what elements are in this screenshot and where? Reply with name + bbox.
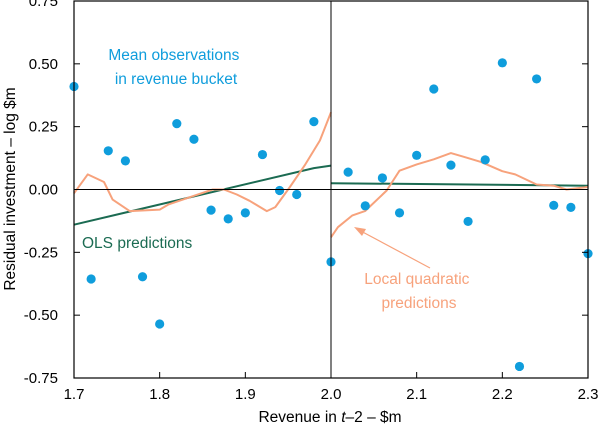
local-quadratic-line [330, 152, 589, 238]
x-tick-label: 1.8 [149, 386, 170, 403]
data-point [343, 167, 353, 177]
data-point [429, 84, 439, 94]
data-point [360, 201, 370, 211]
ols-annotation: OLS predictions [82, 235, 193, 252]
y-tick-label: -0.25 [24, 244, 58, 261]
x-tick-label: 2.3 [578, 386, 599, 403]
x-tick-label: 2.0 [321, 386, 342, 403]
x-tick-label: 2.1 [406, 386, 427, 403]
annotation-arrow [354, 227, 431, 269]
data-point [257, 149, 268, 160]
data-point [275, 185, 285, 196]
local-quadratic-annotation: Local quadratic predictions [364, 271, 473, 312]
data-point [189, 134, 199, 144]
y-axis-label: Residual investment – log $m [2, 87, 19, 290]
data-point [566, 202, 576, 212]
data-point [514, 361, 525, 372]
data-point [86, 274, 96, 284]
data-point [137, 272, 148, 282]
data-point [206, 205, 216, 215]
data-point [172, 119, 182, 129]
data-point [532, 74, 542, 84]
y-tick-label: 0.25 [29, 119, 58, 136]
local-quadratic-line [73, 111, 332, 213]
data-point [103, 146, 113, 156]
data-point [223, 214, 233, 224]
y-tick-label: 0.50 [29, 56, 58, 73]
x-tick-label: 2.2 [492, 386, 513, 403]
y-tick-label: 0.75 [29, 0, 58, 10]
data-point [480, 155, 490, 165]
data-point [120, 156, 130, 166]
y-tick-label: 0.00 [29, 182, 58, 199]
data-point [394, 208, 405, 218]
data-point [292, 189, 302, 200]
x-tick-label: 1.7 [64, 386, 85, 403]
data-point [240, 208, 250, 218]
data-point [446, 160, 456, 170]
x-tick-label: 1.9 [235, 386, 256, 403]
points-annotation: Mean observations in revenue bucket [108, 47, 243, 88]
ols-line [73, 164, 332, 226]
data-point [463, 216, 473, 227]
data-point [497, 58, 507, 68]
data-point [155, 319, 165, 329]
data-point [377, 173, 387, 183]
y-tick-label: -0.75 [24, 370, 58, 387]
data-point [549, 200, 559, 210]
x-axis-label: Revenue in t–2 – $m [258, 409, 401, 426]
data-point [412, 150, 422, 160]
data-point [309, 117, 319, 127]
y-tick-label: -0.50 [24, 307, 58, 324]
